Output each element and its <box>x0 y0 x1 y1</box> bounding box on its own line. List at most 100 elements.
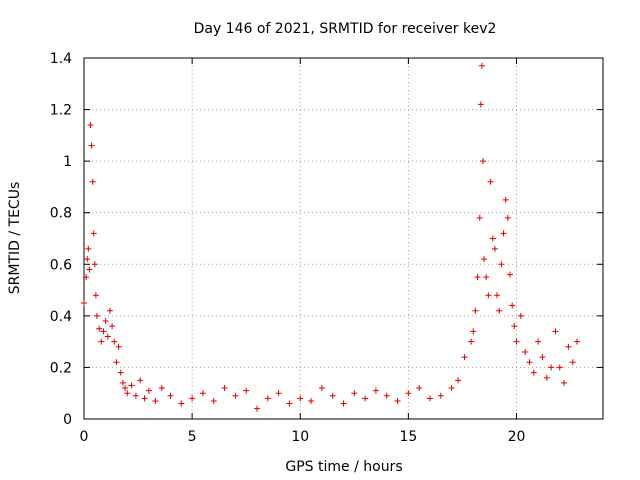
data-point <box>535 338 542 345</box>
data-point <box>496 307 503 314</box>
data-point <box>93 312 100 319</box>
data-point <box>481 256 488 263</box>
data-point <box>362 395 369 402</box>
data-point <box>502 196 509 203</box>
data-point <box>455 377 462 384</box>
data-point <box>199 390 206 397</box>
data-point <box>383 392 390 399</box>
data-point <box>569 359 576 366</box>
x-tick-label: 0 <box>80 429 89 445</box>
data-point <box>565 343 572 350</box>
data-point <box>124 390 131 397</box>
y-tick-label: 1.4 <box>50 51 72 67</box>
data-point <box>437 392 444 399</box>
data-point <box>264 395 271 402</box>
data-point <box>189 395 196 402</box>
y-tick-label: 0 <box>63 412 72 428</box>
data-point <box>141 395 148 402</box>
data-point <box>394 397 401 404</box>
data-point <box>340 400 347 407</box>
data-point <box>92 292 99 299</box>
data-point <box>543 374 550 381</box>
data-points <box>81 62 581 412</box>
data-point <box>470 328 477 335</box>
y-tick-label: 0.4 <box>50 309 72 325</box>
data-point <box>158 385 165 392</box>
data-point <box>91 261 98 268</box>
data-point <box>308 397 315 404</box>
data-point <box>500 230 507 237</box>
x-tick-label: 10 <box>291 429 309 445</box>
data-point <box>137 377 144 384</box>
y-tick-label: 1.2 <box>50 103 72 119</box>
data-point <box>221 385 228 392</box>
data-point <box>152 397 159 404</box>
data-point <box>477 101 484 108</box>
data-point <box>526 359 533 366</box>
data-point <box>117 369 124 376</box>
data-point <box>81 299 87 306</box>
data-point <box>286 400 293 407</box>
data-point <box>494 292 501 299</box>
data-point <box>504 214 511 221</box>
data-point <box>474 274 481 281</box>
data-point <box>461 354 468 361</box>
data-point <box>472 307 479 314</box>
data-point <box>489 235 496 242</box>
data-point <box>119 379 126 386</box>
data-point <box>511 323 518 330</box>
data-point <box>318 385 325 392</box>
data-point <box>84 256 91 263</box>
x-tick-label: 20 <box>508 429 526 445</box>
data-point <box>128 382 135 389</box>
data-point <box>448 385 455 392</box>
chart-title: Day 146 of 2021, SRMTID for receiver kev… <box>194 21 497 37</box>
data-point <box>232 392 239 399</box>
data-point <box>100 328 107 335</box>
data-point <box>275 390 282 397</box>
data-point <box>522 348 529 355</box>
data-point <box>478 62 485 69</box>
x-tick-label: 5 <box>188 429 197 445</box>
data-point <box>106 307 113 314</box>
data-point <box>113 359 120 366</box>
data-point <box>254 405 260 412</box>
y-tick-label: 1 <box>63 154 72 170</box>
data-point <box>297 395 304 402</box>
data-point <box>468 338 475 345</box>
x-axis-ticks: 0 5 10 15 20 <box>80 58 526 445</box>
data-point <box>109 323 116 330</box>
data-point <box>405 390 412 397</box>
data-point <box>89 178 96 185</box>
data-point <box>210 397 217 404</box>
y-tick-label: 0.8 <box>50 206 72 222</box>
data-point <box>115 343 122 350</box>
data-point <box>552 328 559 335</box>
data-point <box>476 214 483 221</box>
data-point <box>351 390 358 397</box>
data-point <box>111 338 118 345</box>
y-tick-label: 0.6 <box>50 257 72 273</box>
data-point <box>102 318 109 325</box>
data-point <box>491 245 498 252</box>
data-point <box>87 122 94 129</box>
y-axis-label: SRMTID / TECUs <box>7 182 23 295</box>
data-point <box>178 400 185 407</box>
data-point <box>329 392 336 399</box>
data-point <box>96 325 103 332</box>
y-tick-label: 0.2 <box>50 360 72 376</box>
data-point <box>483 274 490 281</box>
data-point <box>167 392 174 399</box>
data-point <box>539 354 546 361</box>
data-point <box>556 364 563 371</box>
x-tick-label: 15 <box>399 429 417 445</box>
y-axis-ticks: 0 0.2 0.4 0.6 0.8 1 1.2 1.4 <box>50 51 603 428</box>
data-point <box>122 385 129 392</box>
data-point <box>243 387 250 394</box>
grid-lines <box>84 58 603 419</box>
data-point <box>498 261 505 268</box>
data-point <box>485 292 492 299</box>
data-point <box>85 245 92 252</box>
data-point <box>372 387 379 394</box>
data-point <box>86 266 93 273</box>
